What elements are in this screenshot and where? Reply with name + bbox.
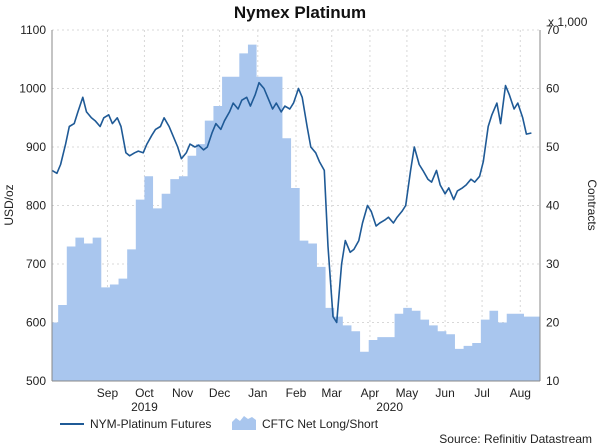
y-tick-label-3: 800 (26, 199, 46, 213)
y-tick-label-5: 1000 (19, 82, 46, 96)
y-tick-label-6: 1100 (20, 23, 46, 37)
x-tick-label-10: Jul (474, 386, 489, 400)
y2-multiplier-label: x 1,000 (548, 15, 588, 29)
y-axis-label: USD/oz (2, 184, 16, 225)
x-tick-label-1: Oct (135, 386, 154, 400)
x-tick-label-3: Dec (209, 386, 230, 400)
y2-tick-label-4: 50 (546, 140, 560, 154)
y2-tick-label-0: 10 (546, 374, 560, 388)
y-tick-label-4: 900 (26, 140, 46, 154)
y2-tick-label-6: 70 (546, 23, 560, 37)
x-tick-label-0: Sep (97, 386, 119, 400)
legend-label-cftc: CFTC Net Long/Short (262, 417, 379, 431)
chart-title: Nymex Platinum (234, 3, 366, 22)
x-tick-label-6: Mar (321, 386, 342, 400)
y2-axis-ticks: 10 20 30 40 50 60 70 (546, 23, 560, 388)
y-tick-label-1: 600 (26, 316, 46, 330)
cftc-net-area (52, 44, 540, 381)
cftc-area-layer (52, 44, 540, 381)
y2-axis-label: Contracts (585, 179, 599, 230)
x-tick-label-5: Feb (286, 386, 307, 400)
x-tick-label-8: May (396, 386, 419, 400)
futures-line-layer (51, 81, 532, 324)
legend-label-futures: NYM-Platinum Futures (90, 417, 211, 431)
x-tick-label-11: Aug (510, 386, 531, 400)
x-year-label-0: 2019 (131, 400, 158, 414)
x-tick-label-7: Apr (361, 386, 380, 400)
futures-price-line (51, 81, 532, 324)
legend-swatch-cftc (232, 416, 256, 430)
x-tick-label-9: Jun (435, 386, 454, 400)
x-year-label-1: 2020 (376, 400, 403, 414)
y2-tick-label-2: 30 (546, 257, 560, 271)
y-axis-ticks: 500 600 700 800 900 1000 1100 (19, 23, 46, 388)
source-note: Source: Refinitiv Datastream (439, 432, 592, 446)
y2-tick-label-5: 60 (546, 82, 560, 96)
y-tick-label-2: 700 (26, 257, 46, 271)
axes (51, 30, 541, 382)
y2-tick-label-3: 40 (546, 199, 560, 213)
x-tick-label-4: Jan (248, 386, 267, 400)
y-tick-label-0: 500 (26, 374, 46, 388)
legend: NYM-Platinum Futures CFTC Net Long/Short (60, 416, 379, 431)
x-axis-ticks: Sep Oct Nov Dec Jan Feb Mar Apr May Jun Jul Aug 2019… (97, 386, 531, 414)
y2-tick-label-1: 20 (546, 316, 560, 330)
x-tick-label-2: Nov (172, 386, 193, 400)
